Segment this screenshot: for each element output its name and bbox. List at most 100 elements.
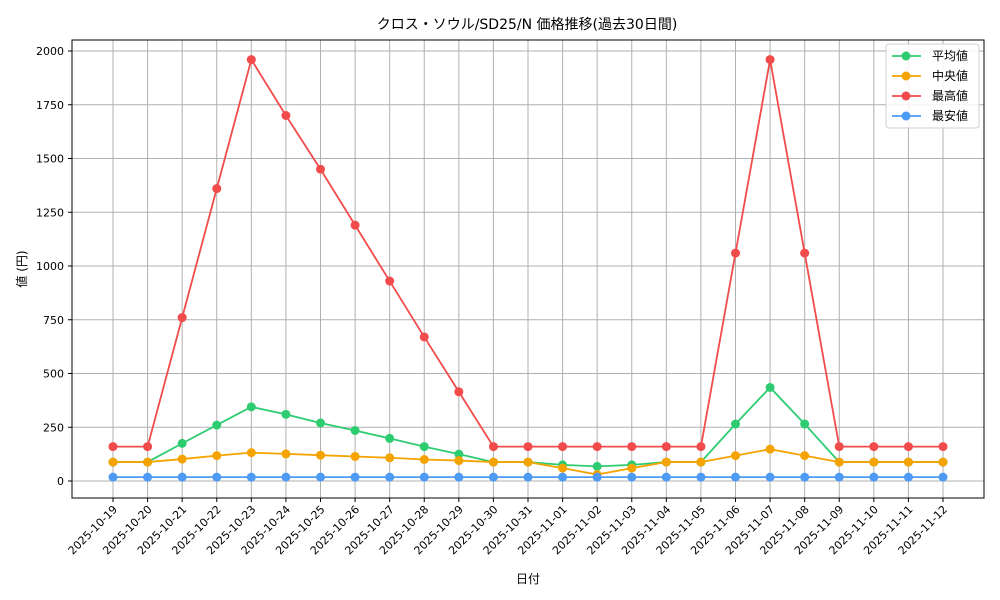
data-point (869, 472, 879, 482)
data-point (177, 472, 187, 482)
data-point (696, 442, 706, 452)
data-point (316, 472, 325, 482)
data-point (800, 472, 810, 482)
data-point (212, 451, 222, 461)
legend-label: 最安値 (932, 108, 968, 123)
data-point (246, 448, 256, 458)
data-point (281, 111, 291, 120)
y-tick-label: 2000 (36, 45, 64, 58)
series-lines (108, 55, 948, 482)
y-tick-label: 500 (43, 368, 64, 381)
data-point (419, 332, 429, 342)
data-point (661, 442, 671, 452)
data-point (938, 472, 948, 482)
data-point (281, 472, 291, 482)
data-point (592, 442, 602, 452)
data-point (454, 472, 464, 482)
data-point (316, 418, 325, 428)
data-point (385, 472, 395, 482)
y-tick-label: 250 (43, 421, 64, 434)
data-point (592, 472, 602, 482)
data-point (558, 463, 568, 473)
y-tick-label: 1250 (36, 206, 64, 219)
data-point (108, 457, 118, 467)
y-tick-label: 750 (43, 314, 64, 327)
x-axis-label: 日付 (516, 572, 540, 586)
data-point (765, 382, 775, 392)
data-point (212, 184, 222, 194)
data-point (350, 451, 360, 461)
legend-label: 中央値 (932, 68, 968, 83)
data-point (903, 472, 913, 482)
data-point (903, 457, 913, 467)
data-point (316, 450, 325, 460)
data-point (903, 442, 913, 452)
data-point (419, 455, 429, 464)
data-point (661, 472, 671, 482)
data-point (834, 457, 844, 467)
data-point (246, 55, 256, 65)
data-point (246, 402, 256, 412)
data-point (523, 472, 533, 482)
data-point (765, 55, 775, 65)
data-point (869, 442, 879, 452)
y-axis-label: 値 (円) (14, 250, 29, 287)
data-point (731, 472, 740, 482)
legend-marker-icon (901, 71, 911, 81)
data-point (177, 438, 187, 448)
data-point (523, 442, 533, 452)
data-point (350, 425, 360, 435)
data-point (350, 220, 360, 230)
data-point (696, 472, 706, 482)
data-point (938, 457, 948, 467)
data-point (627, 442, 637, 452)
legend-item: 中央値 (892, 68, 968, 83)
legend-marker-icon (901, 91, 911, 101)
data-point (696, 457, 706, 467)
data-point (212, 472, 222, 482)
data-point (212, 420, 222, 430)
legend-item: 最安値 (892, 108, 968, 123)
data-point (177, 313, 187, 323)
data-point (281, 449, 291, 459)
data-point (177, 454, 187, 464)
data-point (385, 276, 395, 286)
data-point (108, 442, 118, 452)
data-point (731, 451, 740, 461)
data-point (765, 444, 775, 454)
data-point (938, 442, 948, 452)
data-point (488, 442, 498, 452)
data-point (834, 442, 844, 452)
legend-label: 平均値 (932, 48, 968, 63)
data-point (765, 472, 775, 482)
data-point (419, 442, 429, 452)
chart-title: クロス・ソウル/SD25/N 価格推移(過去30日間) (377, 17, 678, 33)
legend-marker-icon (901, 51, 911, 61)
y-tick-label: 0 (57, 475, 64, 488)
data-point (800, 248, 810, 258)
data-point (834, 472, 844, 482)
series-最安値 (108, 472, 948, 482)
y-axis-ticks: 0 250 500 750 1000 1250 1500 1750 2000 (36, 45, 72, 488)
data-point (731, 419, 740, 429)
data-point (350, 472, 360, 482)
data-point (454, 449, 464, 459)
data-point (246, 472, 256, 482)
data-point (488, 457, 498, 467)
legend-item: 平均値 (892, 48, 968, 63)
data-point (143, 472, 153, 482)
data-point (143, 457, 153, 467)
grid (72, 40, 984, 498)
data-point (419, 472, 429, 482)
legend-marker-icon (901, 111, 911, 121)
legend-item: 最高値 (892, 88, 968, 103)
x-axis-ticks: 2025-10-192025-10-202025-10-212025-10-22… (66, 498, 950, 557)
series-最高値 (108, 55, 948, 452)
data-point (108, 472, 118, 482)
data-point (316, 164, 325, 174)
data-point (627, 463, 637, 473)
data-point (558, 442, 568, 452)
data-point (281, 409, 291, 419)
